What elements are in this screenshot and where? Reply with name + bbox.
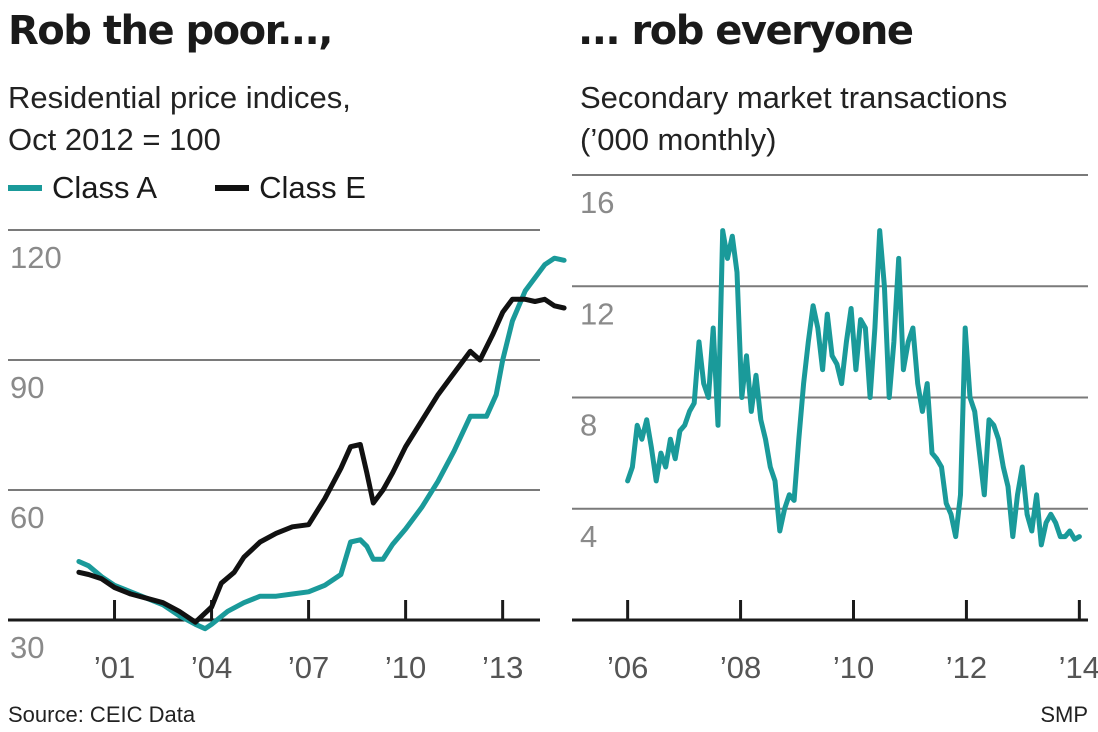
left-x-tick-label: ’04 [191,650,232,685]
right-chart-title: ... rob everyone [578,8,914,54]
legend-label-class-a: Class A [52,170,158,205]
left-chart-subtitle-line-1: Residential price indices, [8,80,351,115]
right-chart-subtitle-line-2: (’000 monthly) [580,122,777,157]
left-chart-title: Rob the poor..., [8,8,333,54]
left-chart-legend: Class A Class E [8,170,424,206]
left-x-tick-label: ’01 [94,650,135,685]
right-y-tick-label: 4 [580,519,597,554]
left-x-tick-label: ’13 [482,650,523,685]
left-y-tick-label: 30 [10,630,44,665]
legend-swatch-class-a [8,185,42,191]
right-y-tick-label: 16 [580,185,614,220]
left-x-tick-label: ’07 [288,650,329,685]
right-y-tick-label: 8 [580,408,597,443]
left-y-tick-label: 90 [10,370,44,405]
legend-item-class-a: Class A [8,170,157,206]
source-note: Source: CEIC Data [8,702,196,727]
credit-note: SMP [1040,702,1088,727]
right-x-tick-label: ’06 [607,650,648,685]
legend-item-class-e: Class E [215,170,366,206]
right-x-tick-label: ’14 [1059,650,1098,685]
legend-swatch-class-e [215,185,250,191]
legend-label-class-e: Class E [259,170,366,205]
left-y-tick-label: 120 [10,240,62,275]
left-x-tick-label: ’10 [385,650,426,685]
right-x-tick-label: ’10 [833,650,874,685]
right-series-line-transactions [625,228,1082,548]
left-y-tick-label: 60 [10,500,44,535]
right-y-tick-label: 12 [580,296,614,331]
left-series-line-class-a [76,255,567,632]
left-chart-subtitle-line-2: Oct 2012 = 100 [8,122,221,157]
right-x-tick-label: ’08 [720,650,761,685]
right-x-tick-label: ’12 [946,650,987,685]
left-series-line-class-e [76,296,567,625]
right-chart-subtitle-line-1: Secondary market transactions [580,80,1008,115]
